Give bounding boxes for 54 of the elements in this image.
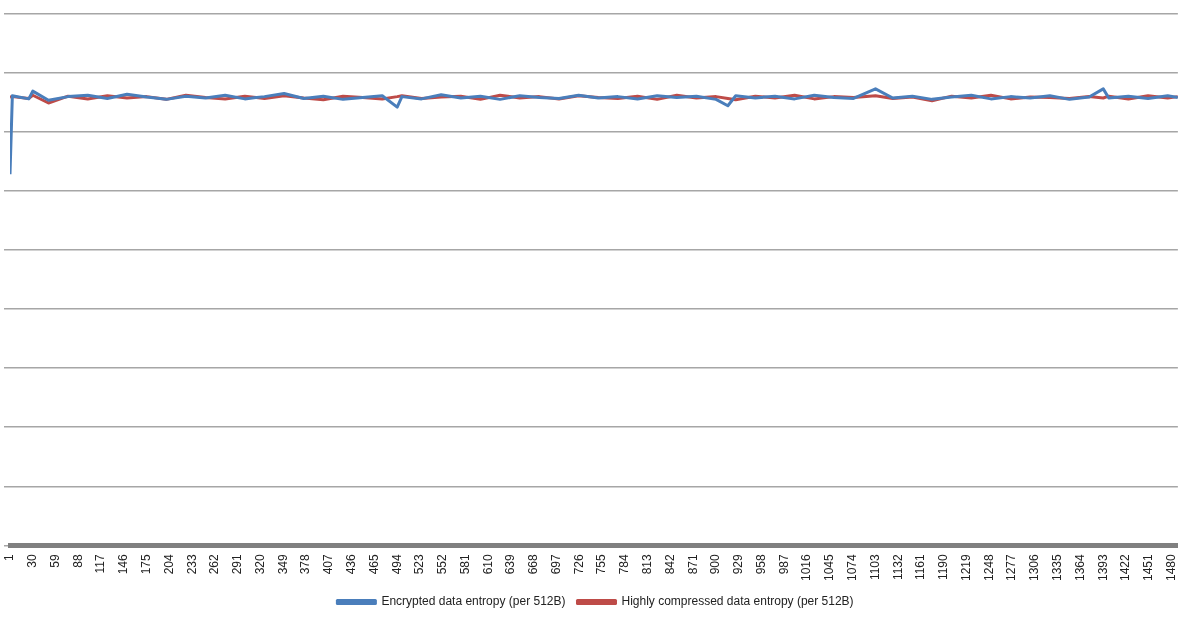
x-tick-label: 175 xyxy=(138,553,153,575)
x-tick-label: 117 xyxy=(93,553,108,574)
x-tick-label: 465 xyxy=(366,553,381,575)
x-tick-label: 610 xyxy=(480,553,495,575)
x-tick-label: 871 xyxy=(685,553,700,575)
x-tick-label: 1016 xyxy=(799,553,814,582)
x-tick-label: 349 xyxy=(275,553,290,575)
x-tick-label: 639 xyxy=(503,553,518,575)
x-tick-label: 1219 xyxy=(958,553,973,582)
x-tick-label: 59 xyxy=(47,553,62,568)
x-tick-label: 1364 xyxy=(1072,553,1087,582)
x-tick-label: 1277 xyxy=(1004,553,1019,582)
x-tick-label: 755 xyxy=(594,553,609,575)
x-tick-label: 1451 xyxy=(1141,553,1156,582)
x-tick-label: 233 xyxy=(184,553,199,575)
x-tick-label: 1103 xyxy=(867,553,882,581)
x-tick-label: 1161 xyxy=(913,553,928,581)
x-tick-label: 1190 xyxy=(936,553,951,581)
x-tick-label: 668 xyxy=(526,553,541,575)
x-tick-label: 987 xyxy=(776,553,791,575)
x-tick-label: 1045 xyxy=(822,553,837,582)
legend-label: Highly compressed data entropy (per 512B) xyxy=(621,594,854,609)
x-tick-label: 1248 xyxy=(981,553,996,582)
x-tick-label: 30 xyxy=(25,553,40,568)
x-tick-label: 900 xyxy=(708,553,723,575)
x-tick-label: 1335 xyxy=(1050,553,1065,582)
x-tick-label: 1 xyxy=(2,553,17,561)
x-tick-label: 1422 xyxy=(1118,553,1133,582)
x-tick-label: 320 xyxy=(252,553,267,575)
x-tick-label: 1306 xyxy=(1027,553,1042,582)
x-tick-label: 1393 xyxy=(1095,553,1110,582)
x-tick-label: 204 xyxy=(161,553,176,575)
x-tick-label: 1480 xyxy=(1163,553,1178,582)
x-tick-label: 552 xyxy=(435,553,450,575)
x-tick-label: 436 xyxy=(343,553,358,575)
x-tick-label: 726 xyxy=(571,553,586,575)
x-tick-label: 146 xyxy=(116,553,131,575)
x-tick-label: 1132 xyxy=(890,553,905,581)
x-tick-label: 958 xyxy=(753,553,768,575)
x-tick-label: 291 xyxy=(230,553,245,575)
x-tick-label: 581 xyxy=(457,553,472,575)
x-tick-label: 784 xyxy=(617,553,632,575)
x-tick-label: 813 xyxy=(640,553,655,575)
x-tick-label: 88 xyxy=(70,553,85,568)
x-tick-label: 842 xyxy=(662,553,677,575)
x-tick-label: 378 xyxy=(298,553,313,575)
x-tick-label: 407 xyxy=(321,553,336,575)
x-tick-label: 262 xyxy=(207,553,222,575)
legend-label: Encrypted data entropy (per 512B) xyxy=(381,594,566,609)
x-tick-label: 523 xyxy=(412,553,427,575)
x-tick-label: 929 xyxy=(731,553,746,575)
x-tick-label: 494 xyxy=(389,553,404,575)
x-tick-label: 1074 xyxy=(845,553,860,582)
x-tick-label: 697 xyxy=(548,553,563,575)
